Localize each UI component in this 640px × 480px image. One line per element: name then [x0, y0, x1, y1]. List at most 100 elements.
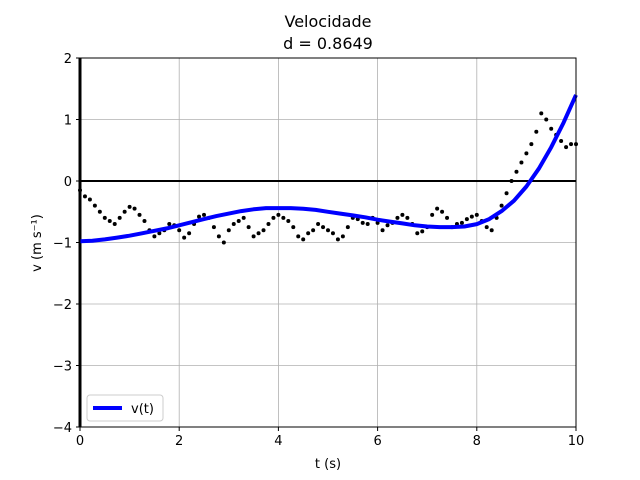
data-point: [430, 212, 435, 217]
x-tick-label: 4: [274, 434, 282, 449]
y-tick-label: 0: [64, 175, 72, 190]
data-point: [82, 194, 87, 199]
data-point: [236, 218, 241, 223]
series-line-vt: [79, 94, 578, 244]
data-point: [291, 225, 296, 230]
x-tick-label: 2: [175, 434, 183, 449]
data-point: [524, 151, 529, 156]
data-point: [330, 231, 335, 236]
data-point: [197, 214, 202, 219]
data-point: [519, 160, 524, 165]
data-point: [157, 231, 162, 236]
data-point: [281, 215, 286, 220]
data-point: [102, 215, 107, 220]
y-axis-label: v (m s⁻¹): [30, 214, 45, 272]
data-point: [202, 212, 206, 217]
data-point: [256, 231, 261, 236]
data-point: [534, 129, 539, 134]
data-point: [445, 215, 450, 220]
data-point: [484, 225, 489, 230]
data-point: [226, 228, 231, 233]
x-tick-label: 6: [373, 434, 381, 449]
data-point: [266, 222, 271, 227]
data-point: [435, 206, 440, 211]
data-point: [464, 217, 469, 222]
data-point: [127, 204, 132, 209]
data-point: [499, 203, 504, 208]
x-axis-label: t (s): [315, 457, 341, 472]
data-point: [132, 206, 137, 211]
data-point: [474, 212, 479, 217]
data-point: [415, 231, 420, 236]
data-point: [380, 228, 385, 233]
data-point: [529, 142, 534, 147]
data-point: [321, 225, 326, 230]
data-point: [395, 215, 400, 220]
x-tick-label: 10: [568, 434, 585, 449]
y-tick-label: −4: [53, 421, 72, 436]
chart-subtitle: d = 0.8649: [283, 34, 373, 53]
legend: v(t): [86, 394, 164, 422]
data-point: [549, 126, 554, 131]
data-point: [231, 222, 236, 227]
data-point: [340, 234, 345, 239]
data-point: [246, 225, 251, 230]
data-point: [514, 169, 519, 174]
data-point: [112, 222, 117, 227]
y-tick-label: −1: [53, 237, 72, 252]
data-point: [92, 203, 97, 208]
x-tick-label: 8: [473, 434, 481, 449]
y-tick-label: −2: [53, 298, 72, 313]
data-point: [107, 218, 112, 223]
data-point: [400, 212, 405, 217]
data-point: [276, 212, 281, 217]
plot-frame: [79, 57, 577, 428]
data-point: [301, 237, 306, 242]
data-point: [271, 215, 276, 220]
data-point: [87, 197, 92, 202]
data-point: [459, 220, 464, 225]
data-point: [142, 218, 147, 223]
data-point: [345, 225, 350, 230]
data-point: [117, 215, 122, 220]
data-point: [261, 228, 266, 233]
data-point: [509, 179, 514, 183]
data-point: [177, 228, 182, 233]
data-point: [251, 234, 256, 239]
data-point: [122, 209, 127, 214]
data-point: [360, 220, 365, 225]
legend-label: v(t): [131, 402, 154, 417]
legend-box: [86, 394, 164, 422]
data-point: [440, 209, 445, 214]
y-tick-label: 1: [64, 114, 72, 129]
data-point: [564, 145, 569, 150]
data-point: [365, 222, 370, 227]
data-point: [211, 225, 216, 230]
data-point: [335, 237, 340, 242]
data-point: [569, 142, 574, 147]
data-point: [241, 215, 246, 220]
data-point: [544, 117, 549, 122]
data-point: [385, 223, 390, 228]
data-point: [97, 209, 102, 214]
y-tick-label: −3: [53, 360, 72, 375]
data-point: [152, 234, 157, 239]
data-point: [296, 234, 301, 239]
data-point: [221, 240, 226, 245]
data-point: [311, 228, 316, 233]
data-point: [187, 231, 192, 236]
data-point: [405, 215, 410, 220]
chart-title: Velocidade: [285, 12, 372, 31]
x-tick-label: 0: [76, 434, 84, 449]
data-point: [316, 222, 321, 227]
data-point: [469, 214, 474, 219]
data-point: [137, 212, 142, 217]
data-point: [504, 191, 509, 196]
data-point: [420, 229, 425, 234]
data-point: [182, 235, 187, 240]
data-point: [216, 234, 221, 239]
data-point: [286, 218, 291, 223]
data-point: [326, 228, 330, 233]
data-point: [559, 139, 564, 144]
